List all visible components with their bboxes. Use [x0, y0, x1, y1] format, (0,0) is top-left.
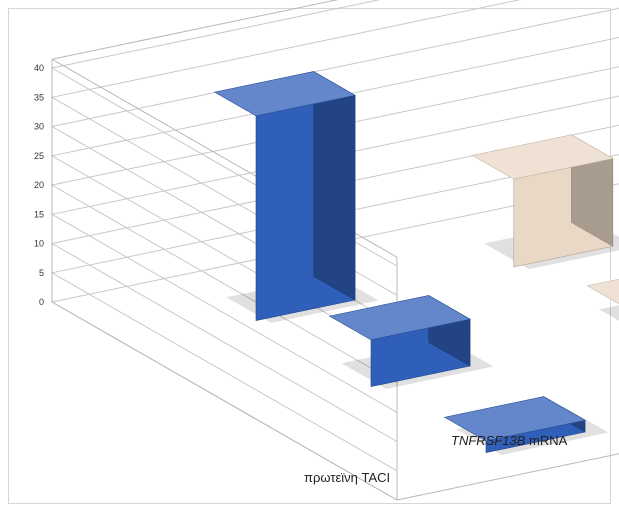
bar	[471, 134, 619, 270]
bar-top-face	[213, 71, 356, 117]
y-tick-label: 40	[34, 63, 44, 73]
y-tick-label: 5	[39, 268, 44, 278]
y-tick-label: 35	[34, 92, 44, 102]
bar-top-face	[443, 396, 586, 442]
y-tick-label: 10	[34, 239, 44, 249]
y-tick-label: 30	[34, 122, 44, 132]
series-axis-label-rest: mRNA	[525, 433, 567, 448]
y-tick-label: 20	[34, 180, 44, 190]
y-tick-label: 15	[34, 209, 44, 219]
y-tick-label: 25	[34, 151, 44, 161]
bar-top-face	[586, 278, 619, 305]
bar	[443, 396, 609, 455]
bar	[586, 278, 619, 321]
axis-edge	[396, 453, 619, 501]
series-axis-label-italic: TNFRSF13B	[451, 433, 526, 448]
bars	[213, 70, 619, 455]
series-axis-label: TNFRSF13B mRNA	[451, 433, 568, 448]
bar-top-face	[471, 134, 614, 180]
bar	[213, 70, 379, 323]
bar-shadow	[599, 305, 619, 321]
category-axis-label: πρωτεϊνη TACI	[304, 470, 390, 485]
bar-side-face	[313, 70, 356, 301]
axis-edge	[51, 301, 398, 501]
bar-top-face	[328, 295, 471, 341]
y-tick-label: 0	[39, 297, 44, 307]
y-tick-labels: 0 5 10 15 20 25 30 35 40	[34, 63, 44, 307]
axis-edge	[51, 0, 339, 60]
bar	[328, 294, 494, 389]
